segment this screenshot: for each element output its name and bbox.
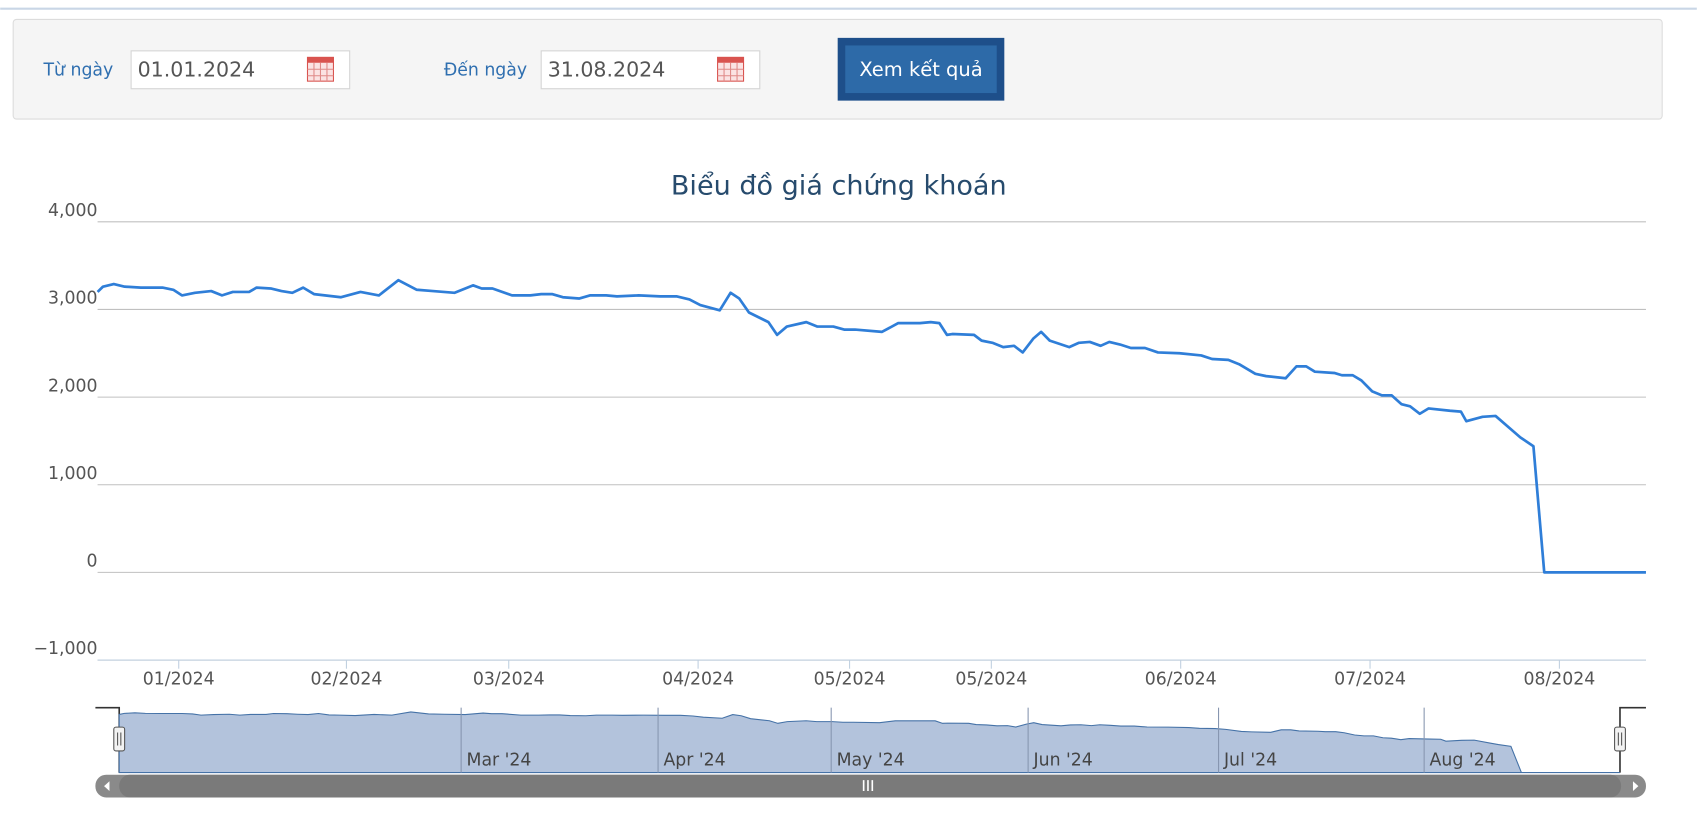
navigator-area bbox=[118, 711, 1620, 774]
navigator-handle-grip bbox=[117, 732, 122, 746]
navigator-label: Apr '24 bbox=[663, 751, 725, 771]
y-tick-label: 1,000 bbox=[48, 464, 98, 484]
navigator-label: Jul '24 bbox=[1223, 751, 1277, 771]
x-tick-label: 05/2024 bbox=[955, 670, 1027, 690]
x-tick-label: 07/2024 bbox=[1334, 670, 1406, 690]
scrollbar-thumb[interactable] bbox=[119, 774, 1622, 798]
y-tick-label: 0 bbox=[87, 552, 98, 572]
navigator-label: May '24 bbox=[837, 751, 905, 771]
from-value[interactable]: 01.01.2024 bbox=[138, 57, 256, 81]
from-label: Từ ngày bbox=[42, 60, 113, 80]
x-tick-label: 01/2024 bbox=[143, 670, 215, 690]
navigator-label: Jun '24 bbox=[1033, 751, 1093, 771]
scrollbar-grip bbox=[862, 780, 874, 791]
x-tick-label: 04/2024 bbox=[662, 670, 734, 690]
price-line bbox=[96, 278, 1646, 574]
y-tick-label: 2,000 bbox=[48, 376, 98, 396]
y-tick-label: 3,000 bbox=[48, 289, 98, 309]
navigator-handle[interactable] bbox=[113, 726, 126, 752]
x-tick-label: 06/2024 bbox=[1145, 670, 1217, 690]
y-tick-label: 4,000 bbox=[48, 201, 98, 221]
navigator-handle[interactable] bbox=[1614, 726, 1626, 752]
chart-title: Biểu đồ giá chứng khoán bbox=[671, 171, 1007, 202]
navigator-label: Mar '24 bbox=[467, 751, 532, 771]
x-tick-label: 05/2024 bbox=[814, 670, 886, 690]
calendar-icon[interactable] bbox=[306, 56, 334, 82]
submit-label[interactable]: Xem kết quả bbox=[859, 58, 982, 81]
x-tick-label: 08/2024 bbox=[1523, 670, 1595, 690]
to-value[interactable]: 31.08.2024 bbox=[548, 57, 666, 81]
to-label: Đến ngày bbox=[444, 59, 527, 80]
x-tick-label: 02/2024 bbox=[311, 670, 383, 690]
scroll-left-arrow[interactable] bbox=[104, 781, 110, 791]
navigator-handle-grip bbox=[1617, 732, 1623, 746]
scroll-right-arrow[interactable] bbox=[1632, 781, 1639, 791]
x-tick-label: 03/2024 bbox=[473, 670, 545, 690]
navigator-label: Aug '24 bbox=[1430, 751, 1496, 771]
submit-button-face[interactable] bbox=[845, 45, 997, 94]
y-tick-label: −1,000 bbox=[34, 639, 98, 659]
calendar-icon[interactable] bbox=[717, 56, 745, 82]
